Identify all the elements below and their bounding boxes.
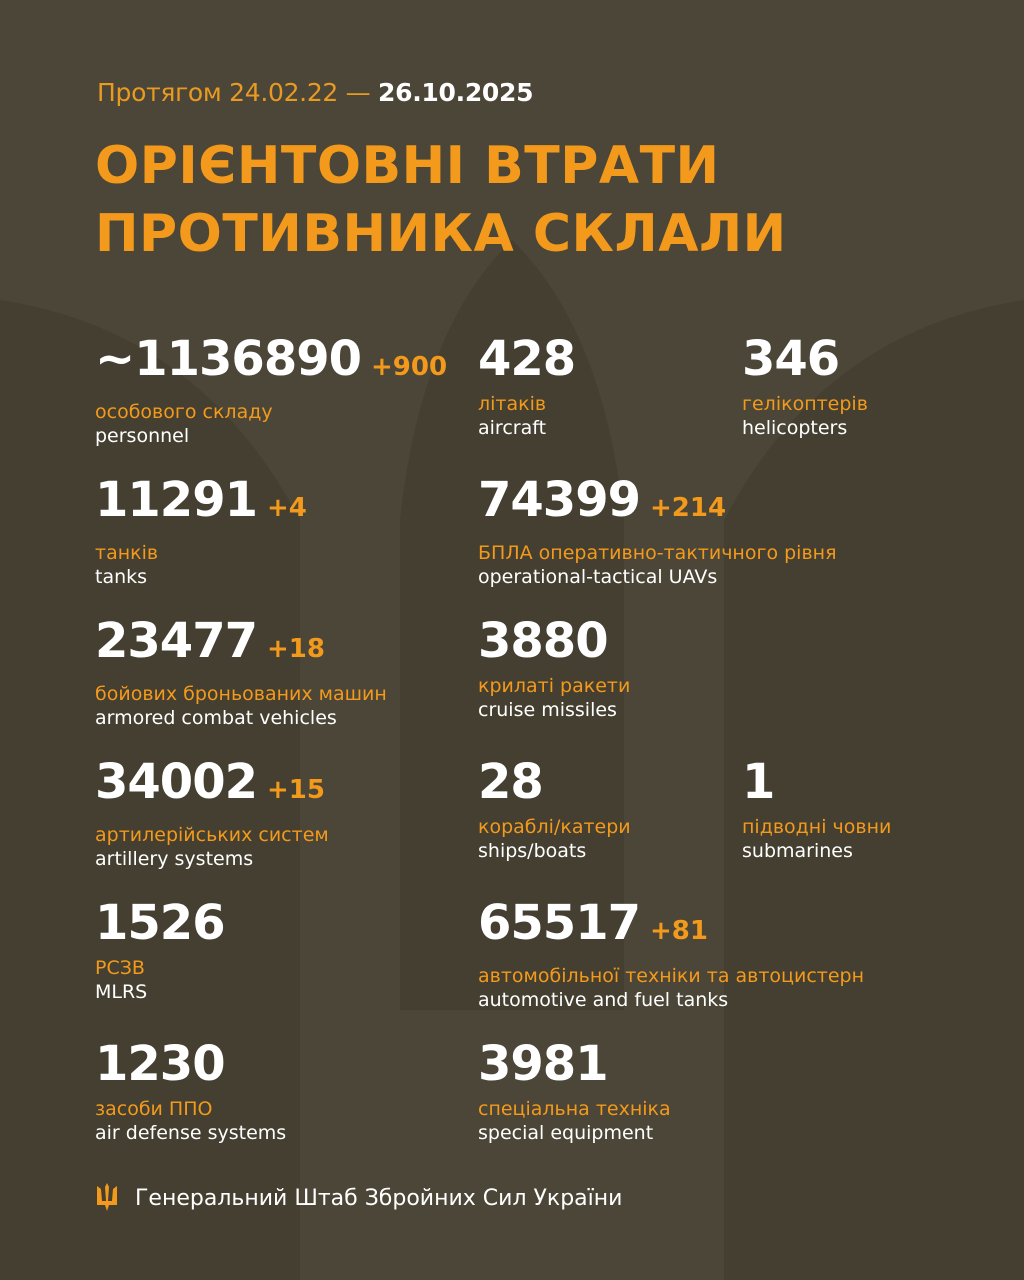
stat-label-en: submarines (742, 840, 853, 862)
stat-label-ua: танків (95, 542, 159, 564)
stat-helicopters: 346 гелікоптерів helicopters (742, 333, 868, 439)
stat-label-en: special equipment (478, 1122, 654, 1144)
stat-label-en: MLRS (95, 981, 148, 1003)
stat-value: 3880 (478, 615, 630, 667)
stat-value: ~1136890 +900 (95, 333, 447, 393)
stat-ships-boats: 28 кораблі/катери ships/boats (478, 756, 631, 862)
stat-personnel: ~1136890 +900 особового складу personnel (95, 333, 447, 447)
stat-number: 23477 (95, 613, 258, 669)
stat-number: 74399 (478, 472, 641, 528)
stat-value: 65517 +81 (478, 897, 864, 957)
trident-icon (97, 1183, 117, 1211)
stat-operational-tactical-uavs: 74399 +214 БПЛА оперативно-тактичного рів… (478, 474, 837, 588)
stat-label-ua: автомобільної техніки та автоцистерн (478, 965, 865, 987)
stat-label-ua: БПЛА оперативно-тактичного рівня (478, 542, 837, 564)
stat-label-ua: засоби ППО (95, 1098, 213, 1120)
stat-number: 65517 (478, 895, 641, 951)
stat-air-defense-systems: 1230 засоби ППО air defense systems (95, 1038, 286, 1144)
stat-submarines: 1 підводні човни submarines (742, 756, 891, 862)
stat-label-ua: літаків (478, 393, 547, 415)
stat-label-en: automotive and fuel tanks (478, 989, 729, 1011)
stat-number: 34002 (95, 754, 258, 810)
stat-number: 11291 (95, 472, 258, 528)
stat-mlrs: 1526 РСЗВ MLRS (95, 895, 226, 1003)
period-end: 26.10.2025 (378, 78, 534, 107)
stat-delta: +81 (650, 916, 708, 946)
stat-label-ua: артилерійських систем (95, 824, 329, 846)
stat-armored-combat-vehicles: 23477 +18 бойових броньованих машин armor… (95, 615, 387, 729)
stat-number: 346 (742, 331, 840, 387)
page-title: ОРІЄНТОВНІ ВТРАТИ ПРОТИВНИКА СКЛАЛИ (95, 132, 787, 268)
stat-label-en: armored combat vehicles (95, 707, 337, 729)
stat-label-ua: бойових броньованих машин (95, 683, 387, 705)
stat-value: 3981 (478, 1038, 671, 1090)
stat-label-ua: крилаті ракети (478, 675, 631, 697)
stat-automotive-and-fuel-tanks: 65517 +81 автомобільної техніки та автоци… (478, 897, 864, 1011)
stat-number: 1 (742, 754, 775, 810)
stat-number: 1230 (95, 1036, 226, 1092)
stat-cruise-missiles: 3880 крилаті ракети cruise missiles (478, 615, 630, 721)
stat-tanks: 11291 +4 танків tanks (95, 474, 307, 588)
stat-delta: +15 (267, 775, 325, 805)
stat-value: 74399 +214 (478, 474, 837, 534)
stat-artillery-systems: 34002 +15 артилерійських систем artillery… (95, 756, 329, 870)
stat-label-ua: особового складу (95, 401, 273, 423)
stat-label-en: personnel (95, 425, 190, 447)
stat-label-ua: гелікоптерів (742, 393, 868, 415)
stat-label-ua: РСЗВ (95, 957, 145, 979)
stat-number: 428 (478, 331, 576, 387)
stat-value: 34002 +15 (95, 756, 329, 816)
stat-value: 23477 +18 (95, 615, 387, 675)
stat-label-en: cruise missiles (478, 699, 617, 721)
stat-delta: +900 (371, 352, 448, 382)
stat-value: 28 (478, 756, 631, 808)
stat-label-ua: спеціальна техніка (478, 1098, 671, 1120)
stat-label-en: tanks (95, 566, 148, 588)
stat-number: 3880 (478, 613, 609, 669)
stat-value: 1 (742, 756, 891, 808)
stat-label-en: aircraft (478, 417, 547, 439)
title-line-2: ПРОТИВНИКА СКЛАЛИ (95, 204, 787, 264)
period-start: Протягом 24.02.22 — (97, 78, 371, 107)
stat-label-en: artillery systems (95, 848, 254, 870)
stat-label-ua: підводні човни (742, 816, 892, 838)
stat-number: ~1136890 (95, 331, 362, 387)
stat-label-en: helicopters (742, 417, 848, 439)
footer-text: Генеральний Штаб Збройних Сил України (135, 1185, 623, 1211)
stat-label-en: air defense systems (95, 1122, 287, 1144)
stat-label-en: ships/boats (478, 840, 587, 862)
stat-value: 428 (478, 331, 576, 387)
stat-special-equipment: 3981 спеціальна техніка special equipmen… (478, 1038, 671, 1144)
footer: Генеральний Штаб Збройних Сил України (95, 1183, 622, 1213)
stat-number: 3981 (478, 1036, 609, 1092)
stat-aircraft: 428 літаків aircraft (478, 331, 576, 439)
stat-value: 11291 +4 (95, 474, 307, 534)
stat-delta: +18 (267, 634, 325, 664)
stat-delta: +4 (267, 493, 307, 523)
stat-value: 1526 (95, 895, 226, 951)
title-line-1: ОРІЄНТОВНІ ВТРАТИ (95, 136, 720, 196)
stat-value: 346 (742, 333, 868, 385)
period: Протягом 24.02.22 — 26.10.2025 (97, 78, 534, 107)
stat-delta: +214 (650, 493, 727, 523)
stat-number: 28 (478, 754, 544, 810)
stat-number: 1526 (95, 895, 226, 951)
stat-label-ua: кораблі/катери (478, 816, 631, 838)
stat-label-en: operational-tactical UAVs (478, 566, 718, 588)
stat-value: 1230 (95, 1038, 286, 1090)
